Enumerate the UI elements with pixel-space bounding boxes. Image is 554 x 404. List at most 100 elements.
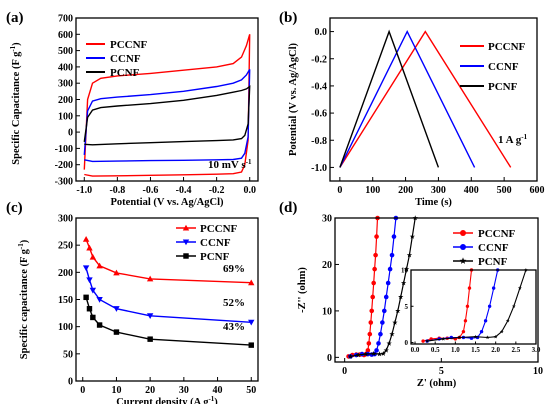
- rate-point-pcnf: [90, 314, 96, 321]
- panel-c-ytick-label: 50: [63, 349, 73, 360]
- panel-b-xtick-label: 100: [365, 185, 380, 196]
- eis-line-pcnf: [350, 217, 416, 357]
- eis-point-pcnf: [389, 331, 395, 337]
- eis-point-pccnf: [367, 331, 373, 337]
- legend-marker-ccnf: [182, 239, 190, 246]
- inset-xtick-label: 2.5: [511, 346, 520, 354]
- cv-curve-ccnf: [83, 68, 251, 163]
- legend-label-ccnf: CCNF: [110, 53, 141, 65]
- panel-c-ytick-label: 250: [58, 241, 73, 252]
- inset-point-pcnf: [425, 339, 430, 343]
- eis-point-pcnf: [403, 266, 410, 272]
- panel-a-ytick-label: 0: [68, 128, 73, 139]
- eis-point-pcnf: [409, 233, 415, 239]
- panel-c-xtick-label: 20: [145, 385, 155, 396]
- panel-a-ylabel: Specific Capacitance (F g-1): [9, 42, 22, 165]
- panel-c-xlabel: Current density (A g-1): [116, 395, 218, 404]
- cv-curve-pccnf: [83, 34, 251, 177]
- rate-point-ccnf: [96, 296, 103, 303]
- legend-label-ccnf: CCNF: [488, 61, 519, 73]
- eis-point-ccnf: [387, 266, 393, 272]
- inset-point-pccnf: [465, 304, 470, 308]
- rate-point-ccnf: [113, 306, 120, 312]
- panel-a-ytick-label: 400: [58, 62, 73, 73]
- rate-point-pcnf: [113, 329, 120, 335]
- inset-point-ccnf: [487, 304, 492, 308]
- eis-point-pcnf: [355, 352, 361, 358]
- panel-b-xtick-label: 500: [497, 185, 512, 196]
- panel-b-xlabel: Time (s): [415, 197, 452, 208]
- panel-c-label: (c): [6, 200, 23, 216]
- gcd-curve-pccnf: [339, 30, 512, 168]
- panel-a-xlabel: Potential (V vs. Ag/AgCl): [111, 197, 224, 208]
- eis-point-ccnf: [374, 348, 379, 353]
- legend-marker-pccnf: [460, 230, 466, 236]
- eis-point-pcnf: [398, 294, 404, 300]
- rate-line-ccnf: [85, 267, 252, 323]
- eis-point-ccnf: [382, 308, 387, 314]
- eis-point-ccnf: [391, 234, 397, 239]
- panel-a-xtick-label: -0.2: [209, 185, 225, 196]
- eis-point-pccnf: [372, 266, 377, 272]
- panel-d-ytick-label: 0: [327, 353, 332, 364]
- inset-point-pccnf: [421, 339, 425, 343]
- eis-line-pccnf: [348, 217, 379, 357]
- legend-label-pcnf: PCNF: [478, 256, 508, 268]
- eis-point-pcnf: [395, 308, 401, 314]
- panel-d-xtick-label: 5: [439, 366, 444, 377]
- rate-point-ccnf: [86, 277, 93, 284]
- inset-point-pcnf: [457, 335, 462, 340]
- inset-xtick-label: 1.0: [451, 346, 460, 354]
- panel-c-ytick-label: 0: [68, 377, 73, 388]
- legend-marker-pcnf: [459, 257, 467, 264]
- eis-point-pcnf: [392, 319, 398, 325]
- panel-b-ytick-label: -0.4: [311, 81, 327, 92]
- inset-point-pcnf: [441, 336, 446, 341]
- inset-xtick-label: 2.0: [491, 346, 500, 354]
- panel-d-axes: [334, 217, 539, 363]
- panel-c-ytick-label: 300: [58, 214, 73, 225]
- eis-point-pccnf: [374, 234, 379, 239]
- panel-b-ytick-label: -0.6: [311, 109, 327, 120]
- legend-label-pcnf: PCNF: [488, 81, 518, 93]
- panel-a-ytick-label: 700: [58, 14, 73, 25]
- inset-point-pccnf: [461, 329, 466, 334]
- panel-c-xtick-label: 40: [213, 385, 223, 396]
- retention-label: 52%: [223, 297, 245, 309]
- eis-point-pccnf: [368, 320, 374, 325]
- panel-d-xtick-label: 10: [533, 366, 543, 377]
- panel-a-ytick-label: 200: [58, 95, 73, 106]
- panel-c-ylabel: Specific capacitance (F g-1): [17, 239, 30, 359]
- panel-b-ytick-label: -0.8: [311, 136, 327, 147]
- legend-label-pccnf: PCCNF: [110, 39, 148, 51]
- gcd-curve-pcnf: [339, 29, 440, 168]
- eis-point-ccnf: [389, 252, 395, 258]
- panel-a-xtick-label: -1.0: [76, 185, 92, 196]
- panel-a-ytick-label: -300: [55, 177, 73, 188]
- legend-marker-ccnf: [460, 244, 466, 250]
- rate-point-pccnf: [113, 269, 120, 276]
- rate-point-pcnf: [86, 306, 93, 312]
- nyquist-inset: 0.0 0.5 1.0 1.5 2.0 2.5 3.0 0 5 10: [401, 267, 541, 355]
- rate-point-pccnf: [82, 235, 90, 242]
- inset-xtick-label: 0.0: [411, 346, 420, 354]
- panel-c-ytick-label: 200: [58, 268, 73, 279]
- legend-label-ccnf: CCNF: [200, 237, 231, 249]
- eis-point-pcnf: [347, 353, 354, 359]
- inset-ytick-label: 0: [405, 339, 409, 347]
- rate-point-pcnf: [96, 322, 103, 328]
- panel-c-xtick-label: 10: [111, 385, 121, 396]
- eis-point-pcnf: [401, 280, 407, 286]
- inset-ytick-label: 5: [405, 303, 409, 311]
- eis-point-pcnf: [376, 351, 383, 357]
- panel-d-xtick-label: 0: [342, 366, 347, 377]
- inset-point-pccnf: [463, 319, 468, 323]
- panel-c-xtick-label: 30: [179, 385, 189, 396]
- panel-b: (b) 0 100 200 300 400 500 600 -1.0 -0.8 -0.6 -0.4 -0…: [279, 10, 545, 208]
- panel-d: (d) 0 5 10 0 10 20 30 Z' (ohm) -Z'' (ohm) PCCNF CCN…: [279, 200, 543, 389]
- panel-b-xtick-label: 200: [398, 185, 413, 196]
- panel-b-annotation: 1 A g-1: [498, 133, 528, 146]
- panel-c-xtick-label: 50: [246, 385, 256, 396]
- rate-point-ccnf: [248, 319, 255, 326]
- eis-point-pccnf: [370, 294, 376, 300]
